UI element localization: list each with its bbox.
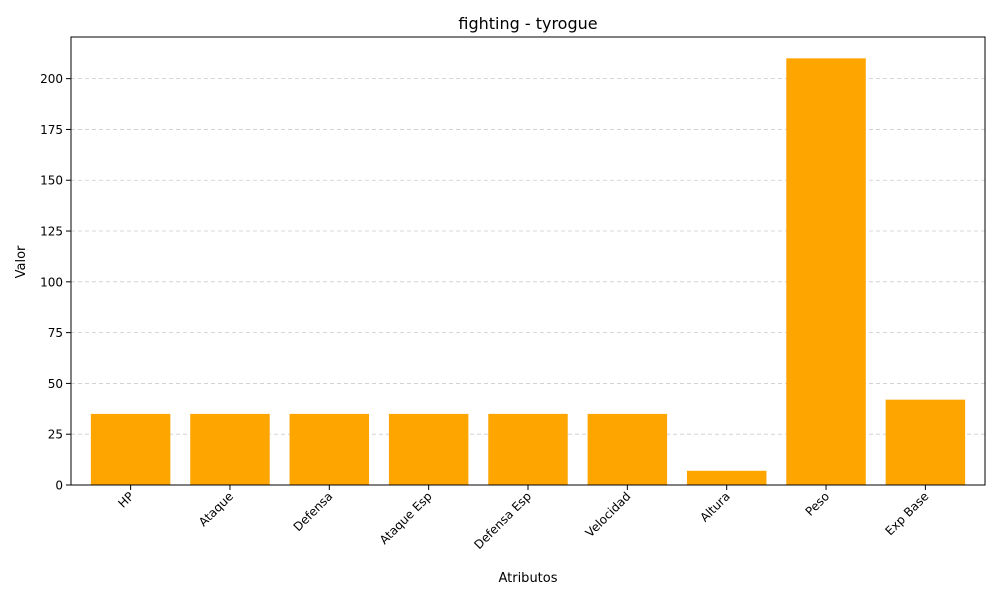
bars (90, 58, 966, 485)
y-tick-label: 100 (40, 275, 63, 289)
y-tick-label: 200 (40, 72, 63, 86)
y-tick-label: 75 (48, 326, 63, 340)
bar-hp (90, 413, 171, 485)
bar-defensa-esp (488, 413, 568, 485)
bar-exp-base (885, 399, 966, 485)
bar-velocidad (587, 413, 668, 485)
y-tick-label: 0 (55, 479, 63, 493)
bar-peso (786, 58, 866, 485)
y-tick-label: 50 (48, 377, 63, 391)
y-tick-label: 25 (48, 428, 63, 442)
y-axis-ticks: 0 25 50 75 100 125 150 175 200 (40, 72, 71, 493)
bar-ataque-esp (388, 413, 469, 485)
y-axis-label: Valor (14, 245, 29, 278)
y-tick-label: 150 (40, 174, 63, 188)
bar-altura (686, 470, 767, 485)
y-tick-label: 175 (40, 123, 63, 137)
y-tick-label: 125 (40, 225, 63, 239)
x-axis-label: Atributos (498, 571, 557, 586)
chart-title: fighting - tyrogue (458, 14, 597, 33)
bar-ataque (190, 413, 270, 485)
bar-defensa (289, 413, 370, 485)
